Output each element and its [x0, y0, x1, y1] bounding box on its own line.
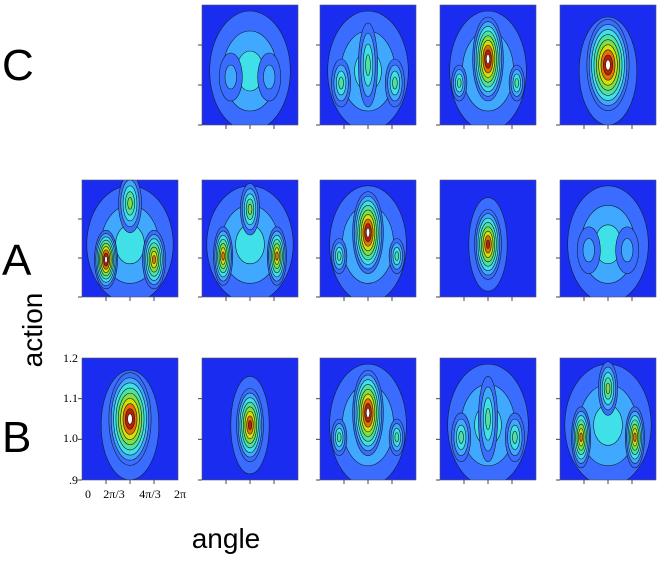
- contour: [485, 408, 491, 430]
- contour: [247, 203, 253, 215]
- x-tick-label: 0: [85, 487, 91, 501]
- x-tick-label: 4π/3: [139, 487, 160, 501]
- contour: [633, 432, 637, 442]
- y-axis-label: action: [17, 293, 48, 368]
- contour-panel: [440, 5, 536, 125]
- y-tick-label: 1.2: [63, 351, 78, 365]
- contour: [365, 407, 371, 418]
- contour-panel: [202, 5, 298, 125]
- contour: [514, 78, 520, 88]
- contour: [336, 432, 342, 443]
- row-label: C: [2, 41, 34, 90]
- contour-panel: [320, 358, 416, 480]
- contour: [485, 54, 491, 64]
- row-label: B: [2, 413, 31, 462]
- contour: [152, 255, 156, 265]
- contour: [394, 432, 400, 443]
- contour-panel: [82, 180, 178, 297]
- contour: [486, 239, 490, 250]
- y-tick-label: .9: [69, 473, 78, 487]
- contour: [127, 413, 133, 425]
- contour-panel: [560, 5, 656, 125]
- y-tick-label: 1.0: [63, 431, 78, 445]
- contour: [392, 76, 398, 90]
- contour: [579, 432, 583, 442]
- contour: [263, 64, 276, 90]
- contour-panel: [202, 180, 298, 297]
- contour: [365, 227, 371, 238]
- contour-panel: [82, 358, 178, 480]
- contour: [127, 197, 133, 210]
- contour: [582, 238, 595, 263]
- x-axis-label: angle: [192, 523, 261, 554]
- contour-panel: [320, 5, 416, 125]
- contour: [221, 251, 225, 261]
- contour: [248, 420, 252, 430]
- panels: [78, 4, 657, 484]
- contour: [365, 54, 371, 76]
- y-tick-label: 1.1: [63, 391, 78, 405]
- contour: [621, 238, 634, 263]
- contour: [512, 430, 518, 444]
- contour-panel: [560, 358, 656, 480]
- row-label: A: [2, 236, 32, 285]
- contour: [224, 64, 237, 90]
- contour: [605, 59, 611, 71]
- contour-panel: [440, 180, 536, 297]
- contour: [336, 251, 342, 261]
- contour-panel: [202, 358, 298, 480]
- contour-panel: [440, 358, 536, 480]
- contour-panel: [560, 180, 656, 297]
- contour: [104, 256, 108, 264]
- contour-panel: [320, 180, 416, 297]
- contour: [605, 382, 611, 395]
- contour: [456, 78, 462, 88]
- contour: [394, 251, 400, 261]
- contour: [275, 251, 279, 261]
- contour: [458, 430, 464, 444]
- contour: [338, 76, 344, 90]
- x-tick-label: 2π: [174, 487, 186, 501]
- x-tick-label: 2π/3: [103, 487, 124, 501]
